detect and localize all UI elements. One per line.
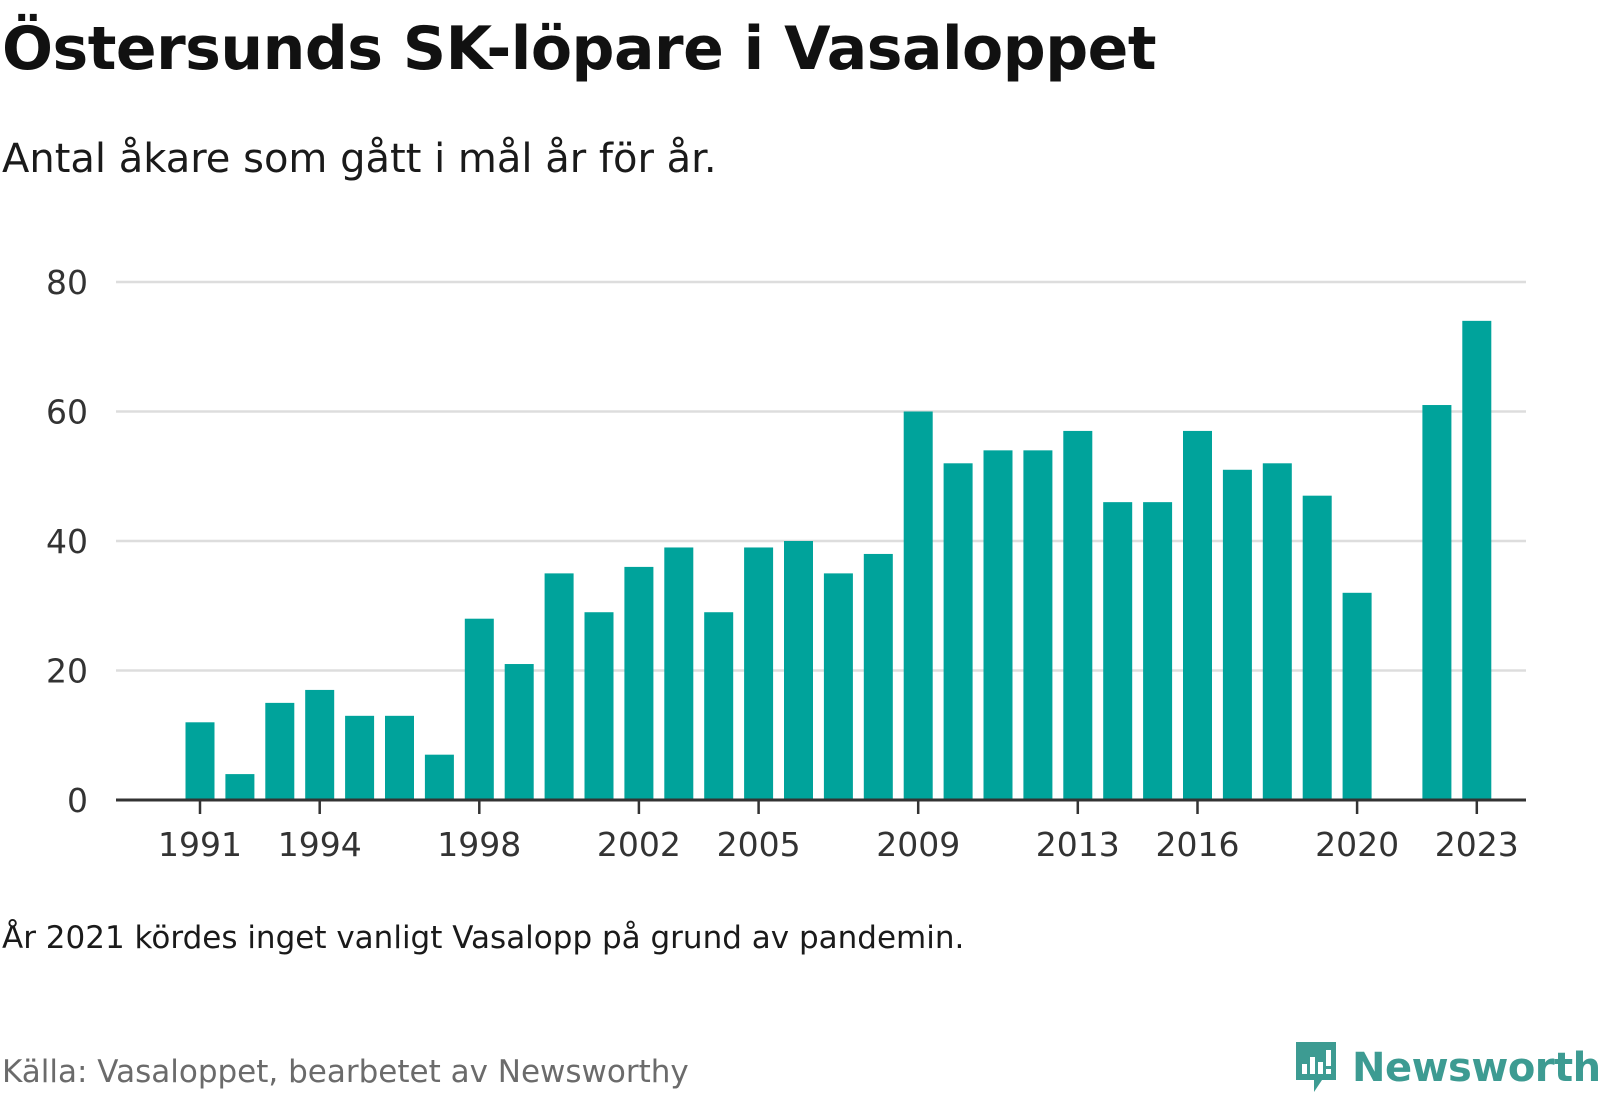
bar-1999 xyxy=(504,664,534,800)
x-tick-label: 2013 xyxy=(1036,825,1120,864)
bar-chart: 0 20 40 60 80 1991 1994 1998 2002 2005 2009 2013 20… xyxy=(46,263,1526,864)
bar-2003 xyxy=(664,547,694,800)
bar-2018 xyxy=(1262,463,1292,800)
y-tick-label: 0 xyxy=(67,781,88,820)
bar-1995 xyxy=(345,715,375,800)
chart-subtitle: Antal åkare som gått i mål år för år. xyxy=(2,136,717,182)
bar-2009 xyxy=(903,411,933,800)
bar-1993 xyxy=(265,702,295,800)
source-credit: Källa: Vasaloppet, bearbetet av Newswort… xyxy=(2,1054,689,1090)
bar-1998 xyxy=(464,618,494,800)
bar-1997 xyxy=(424,754,454,800)
bar-2004 xyxy=(704,612,734,800)
y-tick-label: 40 xyxy=(46,522,88,561)
bar-1991 xyxy=(185,722,215,800)
bar-2019 xyxy=(1302,495,1332,800)
bar-2014 xyxy=(1103,502,1133,800)
x-tick-label: 1991 xyxy=(158,825,242,864)
bar-2006 xyxy=(784,541,813,800)
bar-2002 xyxy=(624,566,654,800)
x-tick-label: 2020 xyxy=(1315,825,1399,864)
bar-1994 xyxy=(305,689,335,800)
bar-2022 xyxy=(1422,405,1452,800)
bar-2010 xyxy=(943,463,973,800)
bar-2000 xyxy=(544,573,574,800)
bar-2020 xyxy=(1342,592,1372,800)
x-tick-label: 2005 xyxy=(717,825,801,864)
bar-2011 xyxy=(983,450,1013,800)
footnote: År 2021 kördes inget vanligt Vasalopp på… xyxy=(2,920,965,956)
bar-2005 xyxy=(744,547,774,800)
newsworthy-logo: Newsworthy xyxy=(1292,1040,1600,1096)
bar-2017 xyxy=(1222,469,1252,800)
newsworthy-logo-text: Newsworthy xyxy=(1352,1045,1600,1091)
bar-2012 xyxy=(1023,450,1053,800)
x-tick-label: 1998 xyxy=(437,825,521,864)
bar-2016 xyxy=(1183,430,1212,800)
bar-2023 xyxy=(1462,320,1492,800)
x-tick-label: 2009 xyxy=(876,825,960,864)
y-tick-label: 60 xyxy=(46,393,88,432)
newsworthy-logo-icon xyxy=(1296,1042,1336,1092)
x-tick-label: 1994 xyxy=(278,825,362,864)
y-tick-label: 20 xyxy=(46,652,88,691)
y-axis-labels: 0 20 40 60 80 xyxy=(46,263,88,820)
bar-2001 xyxy=(584,612,614,800)
bar-1992 xyxy=(225,774,255,800)
chart-title: Östersunds SK-löpare i Vasaloppet xyxy=(2,14,1157,84)
x-tick-label: 2023 xyxy=(1435,825,1519,864)
x-tick-label: 2002 xyxy=(597,825,681,864)
y-tick-label: 80 xyxy=(46,263,88,302)
bars xyxy=(185,320,1492,800)
bar-2013 xyxy=(1063,430,1093,800)
bar-2015 xyxy=(1143,502,1173,800)
bar-1996 xyxy=(385,715,414,800)
x-tick-label: 2016 xyxy=(1156,825,1240,864)
bar-2007 xyxy=(823,573,853,800)
x-axis xyxy=(116,798,1526,814)
bar-2008 xyxy=(863,553,893,800)
x-axis-labels: 1991 1994 1998 2002 2005 2009 2013 2016 2020 2023 xyxy=(158,825,1519,864)
